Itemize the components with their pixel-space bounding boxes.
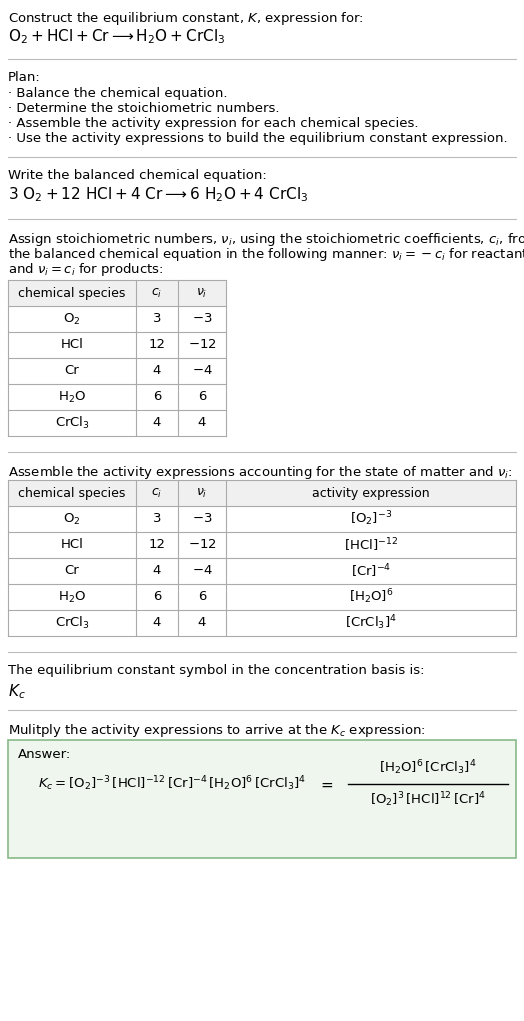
Text: Plan:: Plan: [8, 71, 41, 84]
FancyBboxPatch shape [8, 740, 516, 858]
Text: 4: 4 [153, 417, 161, 430]
Bar [8, 480, 516, 636]
Text: $\nu_i$: $\nu_i$ [196, 486, 208, 499]
Text: 12: 12 [148, 339, 166, 351]
Text: $[\mathrm{O_2}]^{-3}$: $[\mathrm{O_2}]^{-3}$ [350, 509, 392, 528]
Text: 3: 3 [153, 513, 161, 526]
Text: $=$: $=$ [318, 777, 334, 791]
Bar [8, 280, 226, 436]
Text: $\mathrm{CrCl_3}$: $\mathrm{CrCl_3}$ [54, 415, 90, 431]
Text: $c_i$: $c_i$ [151, 486, 162, 499]
Text: The equilibrium constant symbol in the concentration basis is:: The equilibrium constant symbol in the c… [8, 664, 424, 677]
Text: Assign stoichiometric numbers, $\nu_i$, using the stoichiometric coefficients, $: Assign stoichiometric numbers, $\nu_i$, … [8, 231, 524, 248]
Text: $[\mathrm{HCl}]^{-12}$: $[\mathrm{HCl}]^{-12}$ [344, 536, 398, 553]
Text: 3: 3 [153, 312, 161, 326]
Text: $-12$: $-12$ [188, 339, 216, 351]
Text: $\mathrm{O_2 + HCl + Cr \longrightarrow H_2O + CrCl_3}$: $\mathrm{O_2 + HCl + Cr \longrightarrow … [8, 27, 225, 46]
Bar [8, 480, 516, 506]
Text: chemical species: chemical species [18, 486, 126, 499]
Text: $[\mathrm{H_2O}]^{6}\,[\mathrm{CrCl_3}]^{4}$: $[\mathrm{H_2O}]^{6}\,[\mathrm{CrCl_3}]^… [379, 759, 477, 777]
Text: 6: 6 [198, 590, 206, 603]
Text: 4: 4 [153, 364, 161, 378]
Text: 4: 4 [198, 417, 206, 430]
Text: $-3$: $-3$ [192, 312, 212, 326]
Text: activity expression: activity expression [312, 486, 430, 499]
Text: · Assemble the activity expression for each chemical species.: · Assemble the activity expression for e… [8, 117, 419, 130]
Text: Answer:: Answer: [18, 748, 71, 761]
Text: Cr: Cr [64, 364, 79, 378]
Text: $\mathrm{O_2}$: $\mathrm{O_2}$ [63, 311, 81, 327]
Text: HCl: HCl [61, 339, 83, 351]
Text: · Determine the stoichiometric numbers.: · Determine the stoichiometric numbers. [8, 102, 279, 115]
Text: chemical species: chemical species [18, 287, 126, 299]
Text: · Use the activity expressions to build the equilibrium constant expression.: · Use the activity expressions to build … [8, 132, 508, 145]
Text: 4: 4 [198, 617, 206, 630]
Text: $-4$: $-4$ [192, 565, 212, 578]
Text: $[\mathrm{H_2O}]^{6}$: $[\mathrm{H_2O}]^{6}$ [349, 588, 393, 606]
Bar [8, 280, 226, 306]
Text: Construct the equilibrium constant, $K$, expression for:: Construct the equilibrium constant, $K$,… [8, 10, 364, 27]
Text: Assemble the activity expressions accounting for the state of matter and $\nu_i$: Assemble the activity expressions accoun… [8, 464, 512, 481]
Text: $-3$: $-3$ [192, 513, 212, 526]
Text: Cr: Cr [64, 565, 79, 578]
Text: $\mathrm{CrCl_3}$: $\mathrm{CrCl_3}$ [54, 615, 90, 631]
Text: Mulitply the activity expressions to arrive at the $K_c$ expression:: Mulitply the activity expressions to arr… [8, 722, 426, 739]
Text: HCl: HCl [61, 538, 83, 551]
Text: 6: 6 [198, 390, 206, 403]
Text: the balanced chemical equation in the following manner: $\nu_i = -c_i$ for react: the balanced chemical equation in the fo… [8, 246, 524, 263]
Text: 4: 4 [153, 565, 161, 578]
Text: 6: 6 [153, 590, 161, 603]
Text: $[\mathrm{O_2}]^{3}\,[\mathrm{HCl}]^{12}\,[\mathrm{Cr}]^{4}$: $[\mathrm{O_2}]^{3}\,[\mathrm{HCl}]^{12}… [370, 790, 486, 810]
Text: 6: 6 [153, 390, 161, 403]
Text: $\mathrm{H_2O}$: $\mathrm{H_2O}$ [58, 389, 86, 404]
Text: $-4$: $-4$ [192, 364, 212, 378]
Text: 12: 12 [148, 538, 166, 551]
Text: $c_i$: $c_i$ [151, 287, 162, 299]
Text: $\mathrm{O_2}$: $\mathrm{O_2}$ [63, 512, 81, 527]
Text: · Balance the chemical equation.: · Balance the chemical equation. [8, 87, 227, 100]
Text: $K_c$: $K_c$ [8, 682, 26, 700]
Text: 4: 4 [153, 617, 161, 630]
Text: $3\ \mathrm{O_2 + 12\ HCl + 4\ Cr \longrightarrow 6\ H_2O + 4\ CrCl_3}$: $3\ \mathrm{O_2 + 12\ HCl + 4\ Cr \longr… [8, 185, 308, 204]
Text: $[\mathrm{Cr}]^{-4}$: $[\mathrm{Cr}]^{-4}$ [351, 563, 391, 580]
Text: $K_c = [\mathrm{O_2}]^{-3}\,[\mathrm{HCl}]^{-12}\,[\mathrm{Cr}]^{-4}\,[\mathrm{H: $K_c = [\mathrm{O_2}]^{-3}\,[\mathrm{HCl… [38, 775, 306, 793]
Text: Write the balanced chemical equation:: Write the balanced chemical equation: [8, 169, 267, 182]
Text: $[\mathrm{CrCl_3}]^{4}$: $[\mathrm{CrCl_3}]^{4}$ [345, 614, 397, 632]
Text: $-12$: $-12$ [188, 538, 216, 551]
Text: $\nu_i$: $\nu_i$ [196, 287, 208, 299]
Text: $\mathrm{H_2O}$: $\mathrm{H_2O}$ [58, 589, 86, 604]
Text: and $\nu_i = c_i$ for products:: and $\nu_i = c_i$ for products: [8, 261, 163, 278]
